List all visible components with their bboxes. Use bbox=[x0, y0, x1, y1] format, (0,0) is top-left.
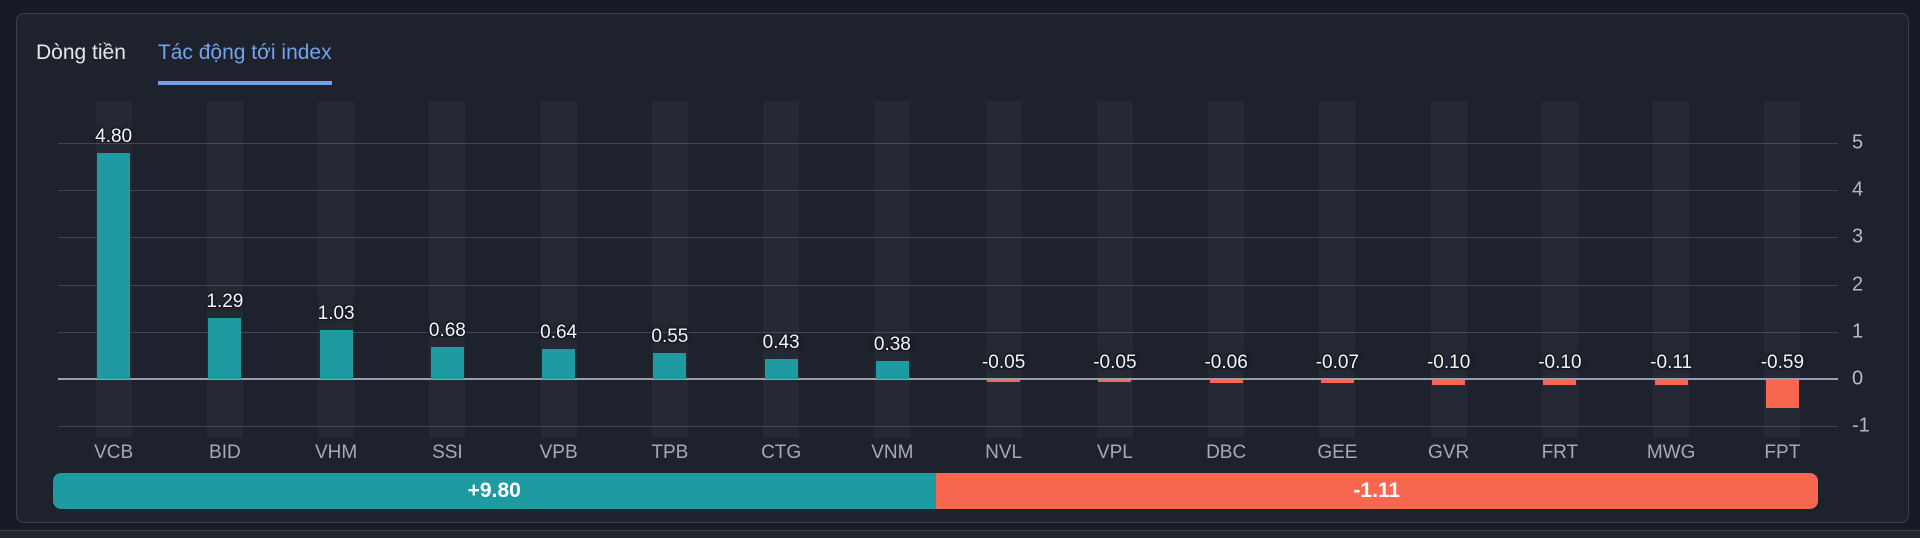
chart-bar[interactable] bbox=[542, 349, 576, 379]
bar-value-label: 0.38 bbox=[873, 334, 911, 355]
x-tick-label: VPB bbox=[539, 442, 578, 463]
chart-bar[interactable] bbox=[319, 330, 353, 379]
x-tick-label: GVR bbox=[1428, 442, 1470, 463]
next-panel-edge bbox=[0, 531, 1920, 538]
negative-total-value: -1.11 bbox=[1353, 479, 1401, 502]
x-tick-label: CTG bbox=[761, 442, 802, 463]
category-band bbox=[1542, 101, 1578, 438]
bar-value-label: -0.59 bbox=[1760, 352, 1805, 373]
bar-value-label: -0.05 bbox=[1093, 352, 1137, 373]
x-tick-label: MWG bbox=[1646, 442, 1696, 463]
chart-bar[interactable] bbox=[875, 361, 909, 379]
zero-axis-line bbox=[58, 378, 1838, 380]
bar-value-label: -0.07 bbox=[1315, 352, 1360, 373]
gridline bbox=[58, 284, 1838, 286]
chart-bar[interactable] bbox=[987, 380, 1021, 382]
chart-bar[interactable] bbox=[764, 359, 798, 379]
summary-bar: +9.80 -1.11 bbox=[53, 473, 1818, 509]
bar-value-label: 0.64 bbox=[540, 322, 578, 343]
category-band bbox=[1653, 101, 1689, 438]
category-band bbox=[986, 101, 1022, 438]
gridline bbox=[58, 190, 1838, 192]
bar-value-label: 4.80 bbox=[95, 126, 133, 147]
y-tick-label: 0 bbox=[1852, 367, 1864, 390]
x-tick-label: VNM bbox=[871, 442, 914, 463]
category-band bbox=[1431, 101, 1467, 438]
chart-bar[interactable] bbox=[1543, 380, 1577, 385]
bar-value-label: -0.10 bbox=[1538, 352, 1582, 373]
category-band bbox=[763, 101, 799, 438]
chart-bar[interactable] bbox=[430, 347, 464, 379]
y-tick-label: 1 bbox=[1852, 320, 1864, 343]
x-tick-label: VPL bbox=[1096, 442, 1133, 463]
chart-bar[interactable] bbox=[653, 353, 687, 379]
chart-bar[interactable] bbox=[1654, 380, 1688, 385]
negative-total-segment: -1.11 bbox=[935, 473, 1818, 509]
positive-total-value: +9.80 bbox=[467, 479, 521, 502]
y-tick-label: 2 bbox=[1852, 273, 1864, 296]
tab-dong-tien[interactable]: Dòng tiền bbox=[36, 41, 126, 64]
gridline bbox=[58, 426, 1838, 428]
x-tick-label: SSI bbox=[432, 442, 463, 463]
gridline bbox=[58, 331, 1838, 333]
y-tick-label: 5 bbox=[1852, 131, 1864, 154]
y-tick-label: -1 bbox=[1852, 414, 1870, 437]
chart-bar[interactable] bbox=[1765, 380, 1799, 408]
x-tick-label: BID bbox=[209, 442, 241, 463]
bar-value-label: 0.43 bbox=[762, 332, 800, 353]
category-band bbox=[652, 101, 688, 438]
bar-value-label: -0.11 bbox=[1650, 352, 1693, 373]
bar-value-label: -0.05 bbox=[981, 352, 1026, 373]
category-band bbox=[1208, 101, 1244, 438]
chart-bar[interactable] bbox=[1098, 380, 1132, 382]
x-tick-label: VHM bbox=[315, 442, 358, 463]
next-panel-top-border bbox=[0, 530, 1920, 531]
bar-value-label: 1.29 bbox=[206, 291, 244, 312]
category-band bbox=[1319, 101, 1355, 438]
x-tick-label: TPB bbox=[651, 442, 689, 463]
category-band bbox=[541, 101, 577, 438]
category-band bbox=[874, 101, 910, 438]
category-band bbox=[1097, 101, 1133, 438]
x-tick-label: NVL bbox=[985, 442, 1023, 463]
tab-bar: Dòng tiền Tác động tới index bbox=[36, 14, 332, 85]
chart-bar[interactable] bbox=[97, 153, 131, 379]
positive-total-segment: +9.80 bbox=[53, 473, 936, 509]
bar-value-label: 1.03 bbox=[317, 303, 355, 324]
gridline bbox=[58, 237, 1838, 239]
x-tick-label: VCB bbox=[94, 442, 134, 463]
chart-bar[interactable] bbox=[1320, 380, 1354, 383]
bar-value-label: 0.68 bbox=[428, 320, 466, 341]
index-impact-bar-chart: 5 4 3 2 1 0 -1 4.80 VCB 1.29 BID 1.03 VHM 0.68 SSI 0.64… bbox=[17, 14, 1908, 522]
y-tick-label: 4 bbox=[1852, 178, 1864, 201]
x-tick-label: FPT bbox=[1764, 442, 1801, 463]
bar-value-label: -0.10 bbox=[1426, 352, 1471, 373]
bar-value-label: 0.55 bbox=[651, 326, 689, 347]
chart-bar[interactable] bbox=[1209, 380, 1243, 383]
x-tick-label: GEE bbox=[1317, 442, 1358, 463]
x-tick-label: DBC bbox=[1206, 442, 1247, 463]
bar-value-label: -0.06 bbox=[1204, 352, 1248, 373]
index-impact-panel: Dòng tiền Tác động tới index 5 4 3 2 1 0 -1 4.8… bbox=[16, 13, 1909, 523]
chart-bar[interactable] bbox=[1432, 380, 1466, 385]
gridline bbox=[58, 143, 1838, 145]
category-band bbox=[318, 101, 354, 438]
category-band bbox=[207, 101, 243, 438]
chart-bar[interactable] bbox=[208, 318, 242, 379]
tab-tac-dong-toi-index[interactable]: Tác động tới index bbox=[157, 41, 332, 85]
category-band bbox=[429, 101, 465, 438]
x-tick-label: FRT bbox=[1541, 442, 1579, 463]
y-tick-label: 3 bbox=[1852, 225, 1864, 248]
